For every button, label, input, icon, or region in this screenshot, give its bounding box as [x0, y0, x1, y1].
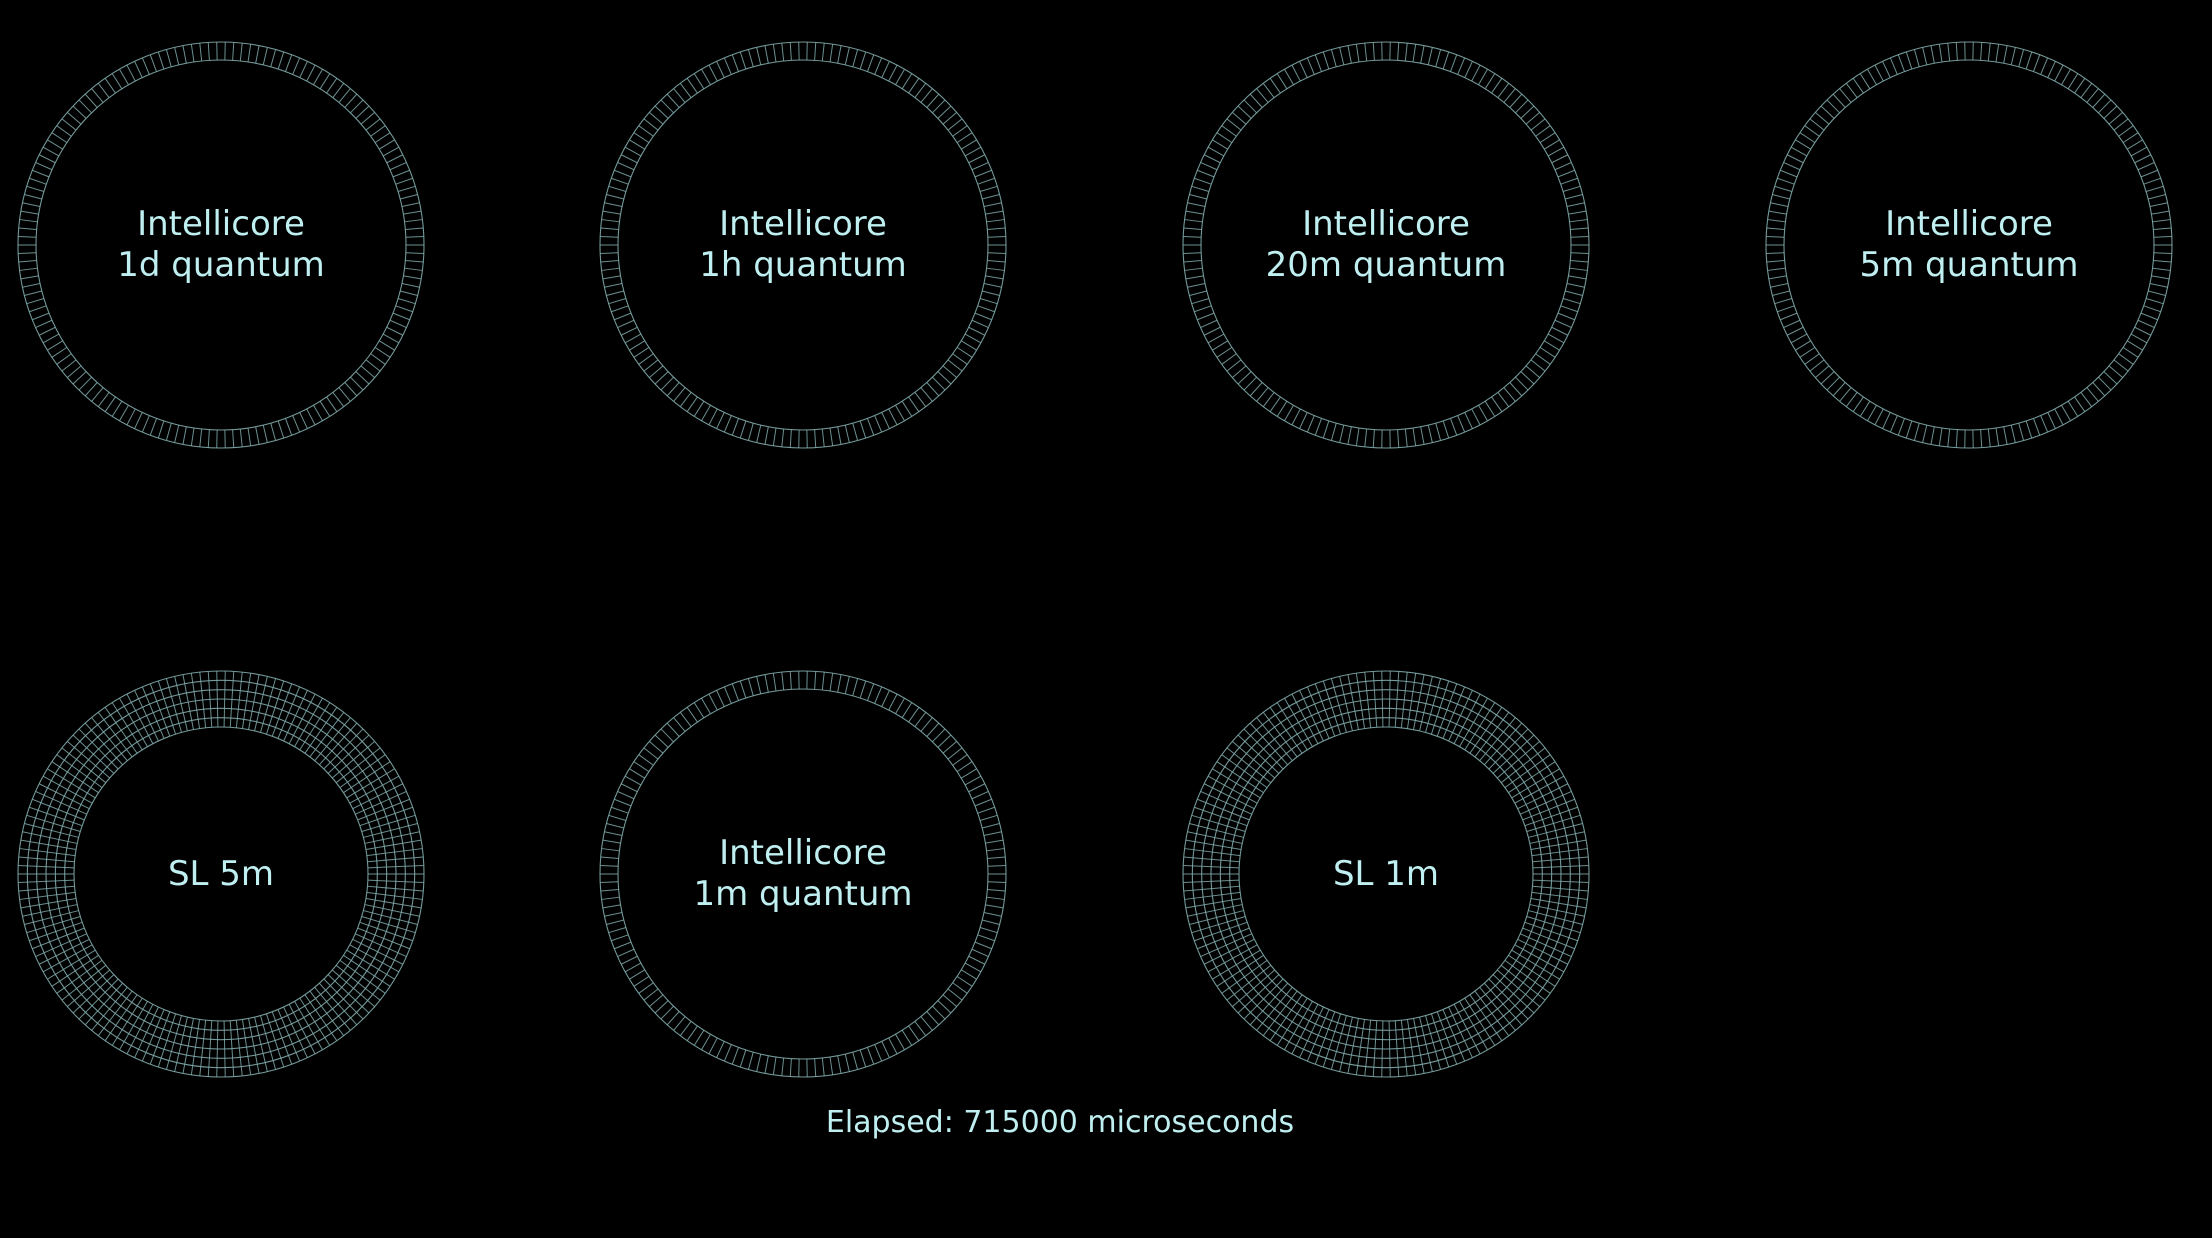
gauge-title: Intellicore: [1885, 204, 2053, 244]
gauge-intellicore-1h-quantum: Intellicore 1h quantum: [598, 40, 1008, 450]
gauge-label: Intellicore 5m quantum: [1764, 40, 2174, 450]
gauge-intellicore-1d-quantum: Intellicore 1d quantum: [16, 40, 426, 450]
gauge-subtitle: 5m quantum: [1859, 245, 2079, 285]
gauge-intellicore-5m-quantum: Intellicore 5m quantum: [1764, 40, 2174, 450]
gauge-title: SL 1m: [1332, 853, 1440, 894]
gauge-sl-5m: SL 5m: [16, 669, 426, 1079]
gauge-title: Intellicore: [719, 204, 887, 244]
gauge-subtitle: 1d quantum: [117, 245, 325, 285]
ring-icon: [1182, 41, 1590, 449]
gauge-subtitle: 1h quantum: [699, 245, 907, 285]
gauge-subtitle: 20m quantum: [1265, 245, 1507, 285]
gauge-label: Intellicore 1m quantum: [598, 669, 1008, 1079]
gauge-label: SL 5m: [16, 669, 426, 1079]
gauge-sl-1m: SL 1m: [1181, 669, 1591, 1079]
elapsed-status: Elapsed: 715000 microseconds: [825, 1105, 1295, 1140]
gauge-title: SL 5m: [167, 853, 275, 894]
gauge-title: Intellicore: [719, 833, 887, 873]
ring-icon: [17, 41, 425, 449]
gauge-title: Intellicore: [137, 204, 305, 244]
ring-icon: [1182, 670, 1590, 1078]
gauge-intellicore-20m-quantum: Intellicore 20m quantum: [1181, 40, 1591, 450]
ring-icon: [1765, 41, 2173, 449]
ring-icon: [599, 670, 1007, 1078]
ring-icon: [599, 41, 1007, 449]
ring-icon: [17, 670, 425, 1078]
gauge-label: SL 1m: [1181, 669, 1591, 1079]
gauge-label: Intellicore 1h quantum: [598, 40, 1008, 450]
gauge-title: Intellicore: [1302, 204, 1470, 244]
gauge-subtitle: 1m quantum: [693, 874, 913, 914]
gauge-label: Intellicore 1d quantum: [16, 40, 426, 450]
gauge-intellicore-1m-quantum: Intellicore 1m quantum: [598, 669, 1008, 1079]
gauge-label: Intellicore 20m quantum: [1181, 40, 1591, 450]
